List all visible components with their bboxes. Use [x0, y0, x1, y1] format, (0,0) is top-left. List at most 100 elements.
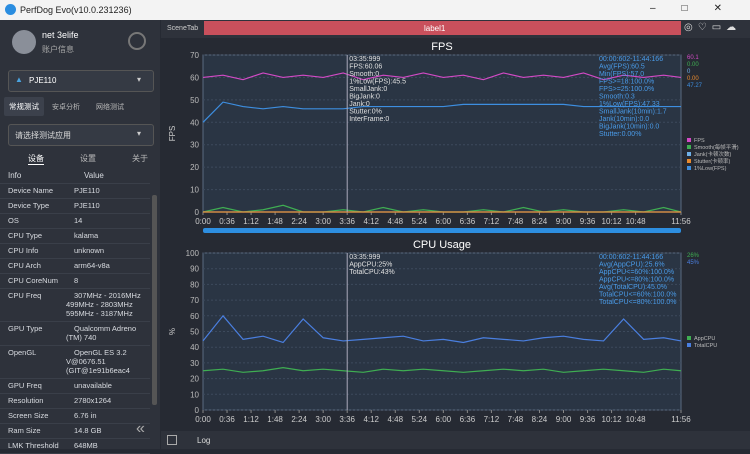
plot-area — [202, 252, 682, 411]
y-tick-label: 50 — [190, 96, 199, 105]
cursor-text: SmallJank:0 — [349, 86, 387, 93]
y-tick-label: 20 — [190, 375, 199, 384]
sidebar: net 3elife 账户信息 PJE110 ▲ ▾ 常规测试 安卓分析 网络测试 … — [0, 20, 160, 454]
value-line: 307MHz - 2016MHz — [74, 291, 141, 300]
cursor-text: TotalCPU:43% — [349, 269, 395, 276]
value-line: OpenGL ES 3.2 — [74, 348, 127, 357]
y-tick-label: 80 — [190, 280, 199, 289]
collapse-button[interactable]: « — [136, 420, 145, 437]
app-select[interactable]: 请选择测试应用 ▾ — [8, 124, 154, 146]
info-value: OpenGL ES 3.2 V@0676.51 (GIT@1e91b6eac4 — [66, 348, 150, 375]
value-line: arm64-v8a — [74, 261, 110, 270]
value-line: 595MHz - 3187MHz — [66, 309, 133, 318]
x-tick-label: 6:36 — [460, 217, 476, 226]
subtab-row: 设备 设置 关于 — [28, 153, 148, 165]
cursor-text: InterFrame:0 — [349, 116, 389, 123]
current-value: 60.1 — [687, 55, 699, 61]
info-key: CPU Arch — [8, 261, 41, 270]
tab[interactable]: 安卓分析 — [52, 104, 80, 111]
stop-button[interactable] — [128, 32, 146, 50]
value-line: kalama — [74, 231, 99, 240]
scene-label-bar[interactable]: label1 — [204, 21, 681, 35]
info-key: Ram Size — [8, 426, 41, 435]
x-tick-label: 4:48 — [387, 415, 403, 424]
value-line: 8 — [74, 276, 79, 285]
legend-label: Smooth(每帧平滑) — [694, 143, 739, 151]
info-value: unavailable — [66, 381, 150, 390]
info-key: Device Type — [8, 201, 50, 210]
x-tick-label: 2:24 — [291, 415, 307, 424]
info-key: LMK Threshold — [8, 441, 59, 450]
value-line: 14 — [74, 216, 83, 225]
current-value: 0.00 — [687, 76, 699, 82]
info-key: CPU Type — [8, 231, 43, 240]
log-toggle[interactable] — [167, 435, 177, 445]
x-tick-label: 7:12 — [484, 415, 500, 424]
x-tick-label: 10:12 — [602, 217, 623, 226]
info-key: OS — [8, 216, 19, 225]
title-bar: PerfDog Evo(v10.0.231236) –□✕ — [0, 0, 750, 20]
legend-swatch — [687, 159, 691, 163]
x-tick-label: 10:48 — [626, 415, 647, 424]
info-row: OpenGL OpenGL ES 3.2 V@0676.51 (GIT@1e91b6e… — [0, 346, 150, 379]
subtab[interactable]: 关于 — [132, 154, 148, 163]
value-line: PJE110 — [74, 201, 100, 210]
y-tick-label: 100 — [186, 249, 200, 258]
cursor-text: 03:35:999 — [349, 56, 380, 63]
cursor-text: BigJank:0 — [349, 94, 380, 101]
info-row: OS 14 — [0, 214, 150, 229]
x-tick-label: 9:36 — [580, 415, 596, 424]
value-line: 2780x1264 — [74, 396, 112, 405]
stats-text: Avg(TotalCPU):45.0% — [599, 284, 667, 291]
info-value: 2780x1264 — [66, 396, 150, 405]
x-tick-label: 6:00 — [436, 217, 452, 226]
info-row: Device Name PJE110 — [0, 184, 150, 199]
value-line: unknown — [74, 246, 105, 255]
subtab[interactable]: 设备 — [28, 154, 44, 165]
x-tick-label: 5:24 — [412, 217, 428, 226]
info-value: 307MHz - 2016MHz 499MHz - 2803MHz 595MHz -… — [66, 291, 150, 318]
y-tick-label: 10 — [190, 390, 199, 399]
window-controls[interactable]: –□✕ — [650, 3, 748, 14]
x-tick-label: 5:24 — [412, 415, 428, 424]
info-row: CPU CoreNum 8 — [0, 274, 150, 289]
current-value: 0 — [687, 69, 691, 75]
scene-tab[interactable]: SceneTab — [167, 25, 199, 32]
account-link[interactable]: 账户信息 — [42, 45, 74, 54]
cursor-text: AppCPU:25% — [349, 262, 392, 269]
x-tick-label: 3:36 — [339, 415, 355, 424]
y-tick-label: 0 — [195, 406, 200, 415]
tab[interactable]: 常规测试 — [4, 97, 44, 116]
legend-swatch — [687, 336, 691, 340]
stats-text: 1%Low(FPS):47.33 — [599, 101, 660, 108]
info-key: CPU Freq — [8, 291, 42, 300]
subtab[interactable]: 设置 — [80, 154, 96, 163]
series-line — [202, 101, 681, 123]
info-row: Ram Size 14.8 GB — [0, 424, 150, 439]
x-tick-label: 8:24 — [532, 217, 548, 226]
tab[interactable]: 网络测试 — [96, 104, 124, 111]
x-tick-label: 0:00 — [195, 415, 211, 424]
stats-text: FPS>=25:100.0% — [599, 86, 654, 93]
toolbar-icons[interactable]: ◎♡▭☁ — [684, 22, 742, 33]
y-tick-label: 0 — [195, 208, 200, 217]
y-tick-label: 30 — [190, 141, 199, 150]
charts-area: FPS FPS 0 10 20 30 40 50 60 70 0:00 0:36 1:12 1:48 2:2… — [168, 41, 739, 424]
series-line — [202, 367, 682, 373]
x-tick-label: 3:36 — [339, 217, 355, 226]
info-key: GPU Type — [8, 324, 43, 333]
scrollbar[interactable] — [152, 195, 157, 405]
stats-text: Avg(AppCPU):25.6% — [599, 262, 665, 269]
info-key: OpenGL — [8, 348, 37, 357]
x-tick-label: 7:48 — [508, 415, 524, 424]
device-select[interactable]: PJE110 ▲ ▾ — [8, 70, 154, 92]
info-value: Qualcomm Adreno (TM) 740 — [66, 324, 150, 342]
series-line — [202, 72, 682, 81]
x-tick-label: 7:48 — [508, 217, 524, 226]
current-value: 47.27 — [687, 83, 703, 89]
cursor-text: Smooth:0 — [349, 71, 379, 78]
log-bar: Log — [161, 431, 750, 449]
app-icon — [5, 4, 16, 15]
x-tick-label: 7:12 — [484, 217, 500, 226]
y-tick-label: 20 — [190, 163, 199, 172]
